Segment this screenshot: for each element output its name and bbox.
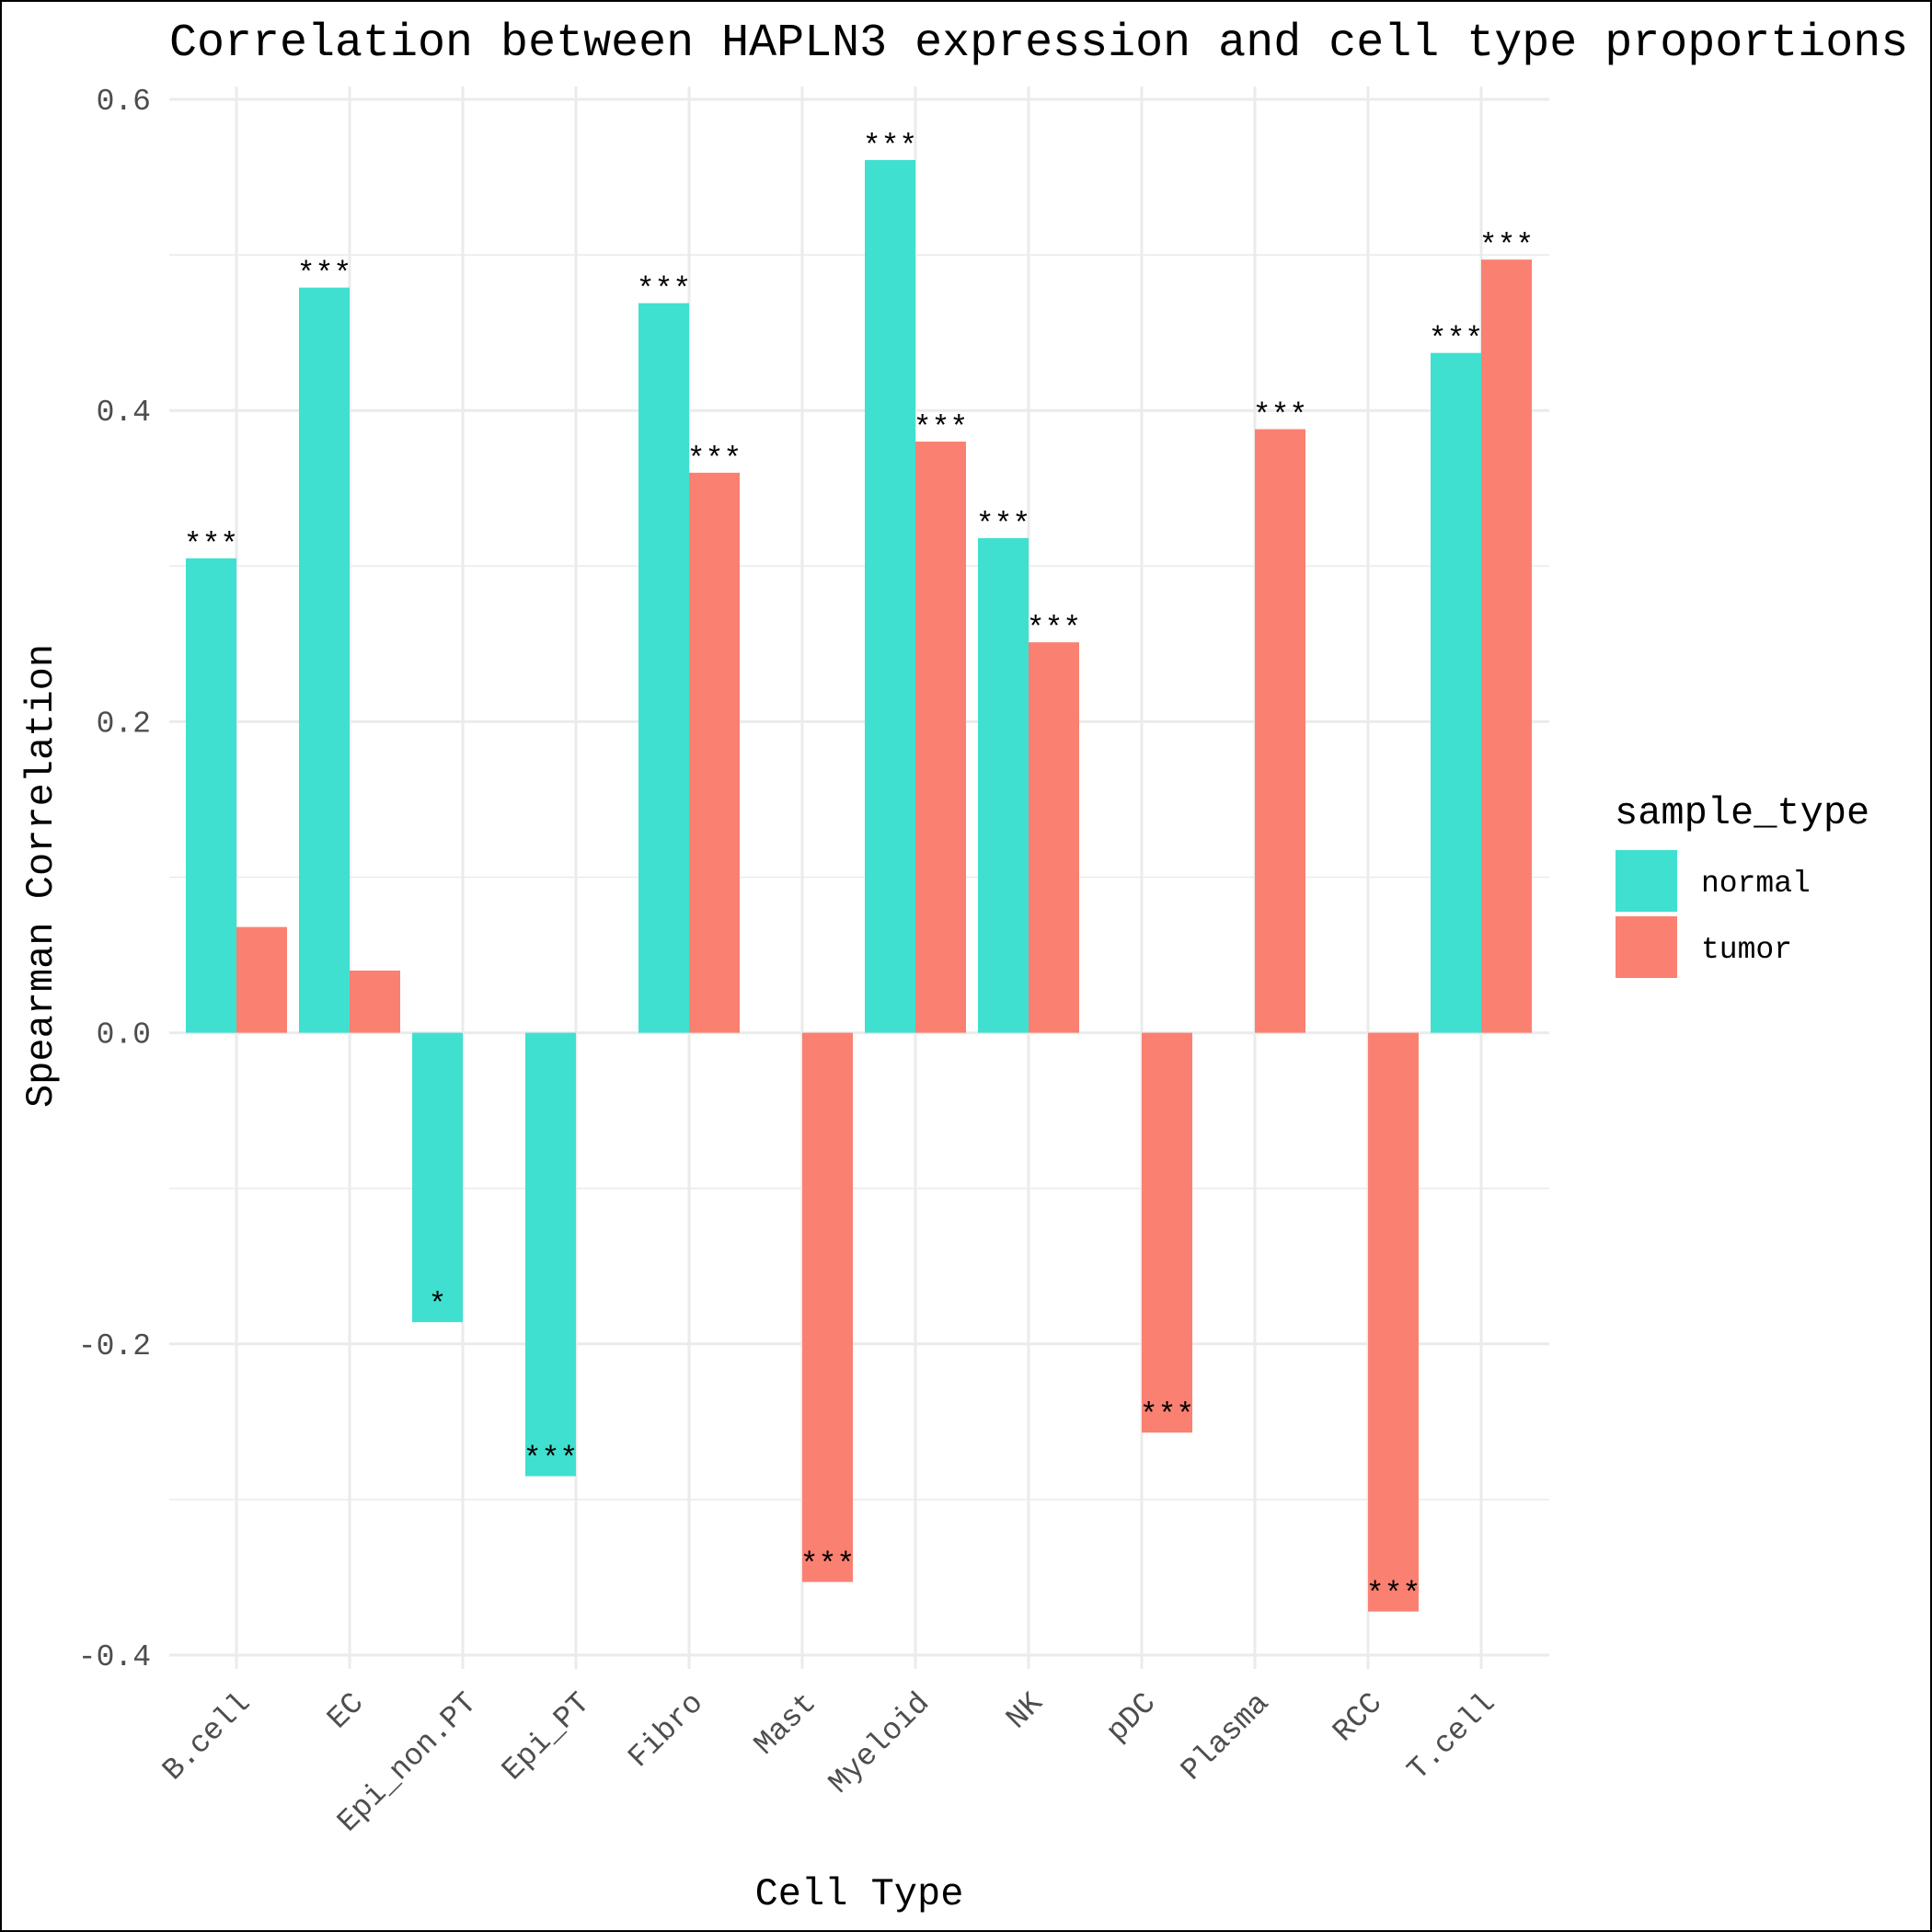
x-tick-label: pDC (1100, 1686, 1163, 1749)
y-tick-label: 0.4 (97, 396, 151, 430)
significance-label: * (429, 1288, 447, 1322)
y-tick-label: 0.2 (97, 707, 151, 741)
y-axis-title: Spearman Correlation (19, 644, 63, 1108)
bar-normal (525, 1032, 576, 1477)
bar-tumor (689, 472, 740, 1033)
x-tick-label: Plasma (1175, 1686, 1276, 1788)
bar-tumor (236, 926, 287, 1033)
significance-label: *** (1366, 1578, 1420, 1612)
legend-label-normal: normal (1701, 867, 1811, 901)
x-tick-label: NK (1000, 1686, 1050, 1736)
y-tick-label: -0.2 (78, 1329, 151, 1363)
x-tick-label: RCC (1327, 1686, 1389, 1749)
significance-label: *** (523, 1443, 578, 1477)
bar-normal (299, 287, 350, 1033)
bar-normal (412, 1032, 463, 1323)
x-tick-label: Epi_PT (496, 1686, 597, 1788)
x-tick-label: T.cell (1401, 1686, 1502, 1788)
bar-normal (865, 159, 915, 1033)
bar-tumor (1029, 642, 1079, 1033)
y-tick-labels: -0.4 -0.2 0.0 0.2 0.4 0.6 (78, 85, 151, 1674)
significance-label: *** (297, 258, 351, 292)
significance-label: *** (863, 130, 917, 164)
significance-label: *** (976, 508, 1030, 542)
y-tick-label: 0.0 (97, 1018, 151, 1052)
x-axis-title: Cell Type (755, 1872, 964, 1916)
significance-label: *** (1479, 229, 1534, 263)
significance-label: *** (800, 1548, 855, 1582)
chart-title: Correlation between HAPLN3 expression an… (169, 17, 1908, 70)
bar-tumor (350, 970, 400, 1033)
bar-tumor (1368, 1032, 1419, 1612)
significance-label: *** (687, 443, 742, 477)
x-tick-label: Fibro (622, 1686, 710, 1775)
bar-tumor (1255, 429, 1305, 1033)
bar-normal (978, 537, 1029, 1033)
legend-key-tumor (1616, 916, 1677, 978)
bar-tumor (1142, 1032, 1192, 1433)
bars (186, 159, 1532, 1612)
significance-label: *** (1253, 398, 1307, 432)
grid (169, 86, 1549, 1669)
legend-label-tumor: tumor (1701, 933, 1792, 967)
bar-tumor (1481, 259, 1532, 1033)
bar-normal (1431, 352, 1481, 1033)
significance-label: *** (1140, 1398, 1194, 1432)
legend-title: sample_type (1615, 791, 1869, 835)
significance-labels: ****************************************… (184, 130, 1534, 1612)
x-tick-label: EC (321, 1686, 371, 1736)
y-tick-label: -0.4 (78, 1640, 151, 1674)
legend-key-normal (1616, 850, 1677, 912)
legend: sample_type normal tumor (1615, 791, 1869, 978)
significance-label: *** (184, 528, 238, 562)
bar-tumor (802, 1032, 853, 1582)
x-tick-label: Mast (748, 1686, 823, 1762)
bar-normal (638, 303, 689, 1033)
significance-label: *** (637, 273, 691, 307)
x-tick-label: Myeloid (822, 1686, 937, 1800)
y-tick-label: 0.6 (97, 85, 151, 119)
x-tick-label: B.cell (156, 1686, 258, 1788)
significance-label: *** (1429, 323, 1483, 357)
bar-normal (186, 558, 236, 1033)
bar-tumor (915, 442, 966, 1033)
significance-label: *** (1027, 612, 1081, 646)
significance-label: *** (914, 411, 968, 445)
